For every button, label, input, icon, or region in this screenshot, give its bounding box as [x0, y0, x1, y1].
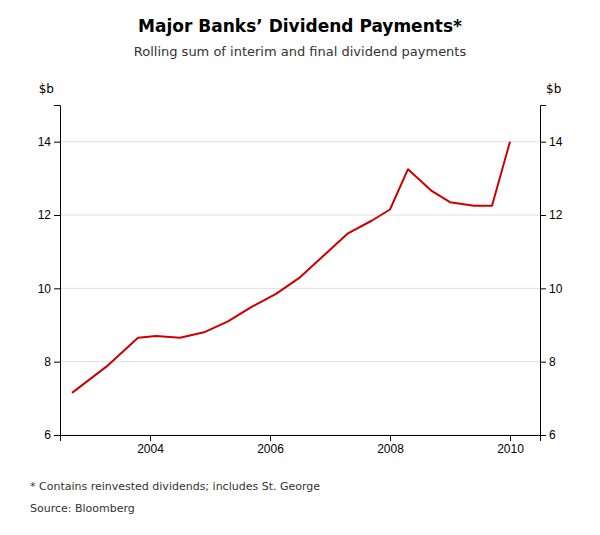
grid-line: [60, 288, 540, 289]
y-axis: 6 8 10 12 14: [38, 106, 61, 443]
footnote: Source: Bloomberg: [30, 502, 135, 515]
tick-label: 6: [44, 428, 51, 442]
tick: 6: [540, 428, 556, 442]
tick-label: 8: [44, 355, 51, 369]
tick-label: 14: [549, 135, 563, 149]
tick-mark: [540, 215, 546, 216]
footnotes: * Contains reinvested dividends; include…: [30, 480, 320, 515]
y-axis-label: $b: [39, 82, 54, 96]
tick-mark: [390, 435, 391, 441]
axis-line: [54, 106, 61, 436]
tick-label: 10: [38, 282, 52, 296]
tick-label: 6: [549, 428, 556, 442]
tick: 2008: [377, 435, 404, 456]
x-axis: 2004 2006 2008 2010: [61, 435, 541, 456]
tick-label: 12: [549, 208, 563, 222]
subtitle: Rolling sum of interim and final dividen…: [134, 44, 467, 59]
tick-mark: [540, 362, 546, 363]
tick: 10: [540, 282, 563, 296]
plot: 2004 2006 2008 2010 6 8 10 12 14 6 8 10 12 14: [38, 106, 563, 456]
tick-mark: [540, 435, 546, 436]
tick: 2004: [137, 435, 164, 456]
tick: 14: [38, 135, 60, 149]
chart: Major Banks’ Dividend Payments* Rolling s…: [0, 0, 600, 535]
tick: 2010: [497, 435, 524, 456]
tick-mark: [54, 288, 60, 289]
tick-mark: [54, 142, 60, 143]
tick: 10: [38, 282, 60, 296]
tick: 6: [44, 428, 60, 442]
tick-label: 14: [38, 135, 52, 149]
tick-label: 2008: [377, 442, 404, 456]
tick-mark: [54, 435, 60, 436]
tick-mark: [54, 362, 60, 363]
tick-mark: [540, 142, 546, 143]
tick-label: 2004: [137, 442, 164, 456]
y2-axis-label: $b: [546, 82, 561, 96]
tick: 2006: [257, 435, 284, 456]
axis-line: [61, 436, 541, 442]
grid-line: [60, 215, 540, 216]
axis-line: [541, 106, 547, 436]
tick-mark: [270, 435, 271, 441]
tick-mark: [54, 215, 60, 216]
grid: [60, 142, 540, 435]
tick: 8: [44, 355, 60, 369]
tick-label: 2010: [497, 442, 524, 456]
tick: 12: [38, 208, 60, 222]
tick-label: 2006: [257, 442, 284, 456]
y2-axis: 6 8 10 12 14: [540, 106, 563, 443]
tick: 8: [540, 355, 556, 369]
tick-label: 10: [549, 282, 563, 296]
tick-label: 8: [549, 355, 556, 369]
tick-label: 12: [38, 208, 52, 222]
marks: [72, 142, 510, 393]
line: [72, 142, 510, 393]
tick-mark: [150, 435, 151, 441]
tick: 14: [540, 135, 563, 149]
footnote: * Contains reinvested dividends; include…: [30, 480, 320, 493]
grid-line: [60, 361, 540, 362]
grid-line: [60, 141, 540, 142]
tick: 12: [540, 208, 563, 222]
title: Major Banks’ Dividend Payments*: [138, 16, 462, 36]
tick-mark: [540, 288, 546, 289]
tick-mark: [510, 435, 511, 441]
